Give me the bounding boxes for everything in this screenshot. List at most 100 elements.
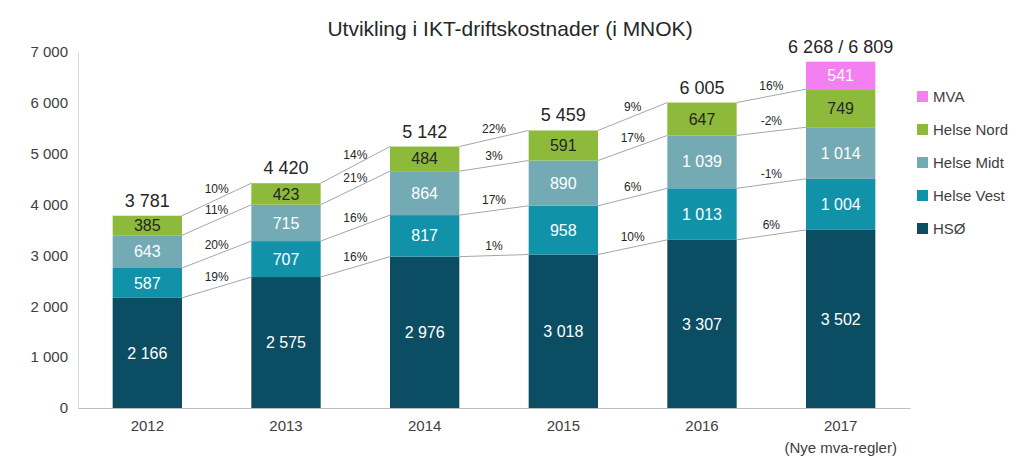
bar [251, 205, 320, 241]
x-tick-label-line: 2015 [547, 417, 580, 434]
y-tick-label: 5 000 [30, 145, 68, 162]
bar [529, 130, 598, 160]
labels: 2 1662 5752 9763 0183 3073 5025877078179… [125, 37, 893, 362]
y-tick-label: 3 000 [30, 247, 68, 264]
x-tick-label: 2016 [685, 417, 718, 434]
legend-item: Helse Midt [917, 154, 1005, 171]
x-axis-line [79, 408, 911, 409]
legend-swatch [917, 223, 928, 234]
x-tick-label: 2013 [269, 417, 302, 434]
legend-label: Helse Vest [933, 187, 1006, 204]
data-label: 890 [550, 175, 577, 192]
data-label: 484 [411, 150, 438, 167]
x-axis: 2012 2013 2014 2015 2016 2017(Nye mva-regler) [79, 408, 911, 456]
growth-label: 6% [763, 218, 781, 232]
x-tick-label-line: (Nye mva-regler) [784, 439, 897, 456]
bar [667, 135, 736, 188]
legend-label: Helse Nord [933, 121, 1008, 138]
bar [390, 171, 459, 215]
y-tick-label: 7 000 [30, 43, 68, 60]
growth-label: -2% [761, 114, 783, 128]
data-label: 587 [134, 275, 161, 292]
total-label: 5 459 [541, 105, 586, 125]
data-label: 864 [411, 185, 438, 202]
total-label: 4 420 [263, 158, 308, 178]
bar [667, 188, 736, 240]
series [113, 230, 876, 408]
y-tick: 5 000 [30, 145, 78, 162]
total-label: 6 268 / 6 809 [788, 37, 893, 57]
total-label: 3 781 [125, 191, 170, 211]
growth-label: 17% [621, 131, 645, 145]
growth-label: 3% [485, 149, 503, 163]
bar [667, 103, 736, 136]
title: Utvikling i IKT-driftskostnader (i MNOK) [327, 17, 692, 40]
data-label: 541 [827, 67, 854, 84]
bar [806, 127, 875, 179]
y-tick: 3 000 [30, 247, 78, 264]
data-label: 1 004 [821, 196, 861, 213]
bar [390, 257, 459, 408]
x-tick: 2013 [269, 408, 302, 434]
y-tick-label: 2 000 [30, 298, 68, 315]
growth-label: 20% [205, 238, 229, 252]
legend-label: Helse Midt [933, 154, 1005, 171]
bar [390, 215, 459, 257]
series [806, 62, 875, 90]
x-tick: 2017(Nye mva-regler) [784, 408, 897, 456]
x-tick: 2014 [408, 408, 441, 434]
data-label: 423 [273, 186, 300, 203]
y-tick-label: 0 [60, 399, 68, 416]
data-label: 385 [134, 217, 161, 234]
x-tick: 2012 [131, 408, 164, 434]
total-label: 5 142 [402, 122, 447, 142]
series [113, 127, 876, 268]
growth-label: 6% [624, 180, 642, 194]
bar [667, 240, 736, 408]
growth-label: 9% [624, 100, 642, 114]
legend-item: HSØ [917, 220, 966, 237]
growth-label: 11% [205, 203, 228, 217]
connector-line [459, 255, 528, 257]
data-label: 591 [550, 137, 577, 154]
y-tick-label: 6 000 [30, 94, 68, 111]
x-tick-label-line: 2016 [685, 417, 718, 434]
y-tick: 7 000 [30, 43, 78, 60]
y-tick: 2 000 [30, 298, 78, 315]
growth-label: 19% [205, 270, 229, 284]
data-label: 1 014 [821, 145, 861, 162]
x-tick-label-line: 2013 [269, 417, 302, 434]
growth-label: 16% [343, 250, 367, 264]
growth-label: 16% [759, 79, 783, 93]
connectors [182, 89, 806, 298]
bar [806, 179, 875, 230]
data-label: 2 575 [266, 334, 306, 351]
data-label: 749 [827, 100, 854, 117]
bar [529, 206, 598, 255]
data-label: 643 [134, 243, 161, 260]
legend-swatch [917, 124, 928, 135]
x-tick-label-line: 2012 [131, 417, 164, 434]
x-tick-label: 2014 [408, 417, 441, 434]
legend-label: HSØ [933, 220, 966, 237]
x-tick-label: 2015 [547, 417, 580, 434]
legend-swatch [917, 91, 928, 102]
bar [113, 268, 182, 298]
bar [113, 235, 182, 268]
growth-label: 1% [485, 239, 503, 253]
growth-label: 22% [482, 122, 506, 136]
data-label: 2 976 [405, 324, 445, 341]
legend-swatch [917, 190, 928, 201]
bar [251, 183, 320, 205]
bar [806, 62, 875, 90]
bar [806, 230, 875, 408]
growth-label: 10% [205, 182, 229, 196]
data-label: 1 039 [682, 153, 722, 170]
y-axis-line [78, 53, 79, 409]
bar [251, 277, 320, 408]
bar [529, 255, 598, 408]
data-label: 3 018 [543, 323, 583, 340]
legend-swatch [917, 157, 928, 168]
data-label: 647 [689, 111, 716, 128]
growth-label: 16% [343, 211, 367, 225]
